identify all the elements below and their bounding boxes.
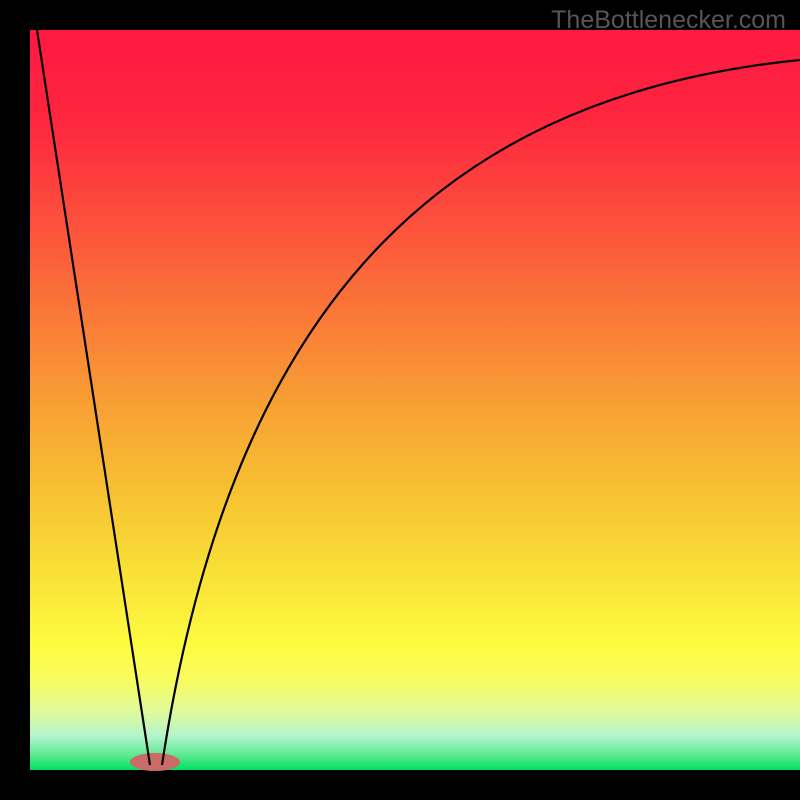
optimal-marker [130,753,180,771]
bottleneck-chart: TheBottlenecker.com [0,0,800,800]
watermark-text: TheBottlenecker.com [551,6,786,35]
chart-svg [0,0,800,800]
frame-bottom [0,770,800,800]
frame-left [0,0,30,800]
plot-background [30,30,800,770]
